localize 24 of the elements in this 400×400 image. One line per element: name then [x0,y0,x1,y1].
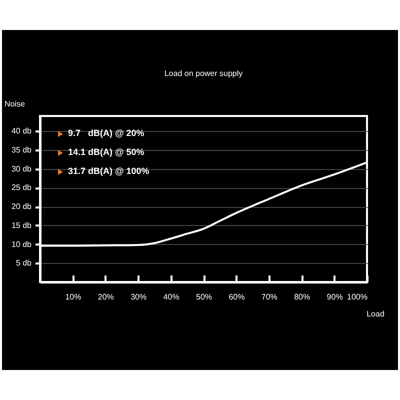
x-tick-label: 30% [130,292,147,302]
x-tick-label: 10% [65,292,82,302]
x-tick-label: 60% [228,292,245,302]
x-tick-label: 90% [326,292,343,302]
x-axis-title: Load [366,310,384,318]
annotation: 14.1 dB(A) @ 50% [68,146,144,159]
x-tick-label: 40% [163,292,180,302]
y-tick-label: 5 db [16,258,32,268]
x-tick-label: 100% [347,292,368,302]
annotation: 31.7 dB(A) @ 100% [68,165,150,178]
y-tick-label: 20 db [11,202,32,212]
x-tick-label: 70% [261,292,278,302]
y-tick-label: 30 db [11,164,32,174]
y-tick-label: 25 db [11,183,32,192]
y-tick-label: 35 db [11,145,32,154]
x-tick-label: 20% [98,292,114,302]
annotation: 9.7 dB(A) @ 20% [68,127,144,140]
y-tick-label: 15 db [11,220,32,230]
y-tick-label: 40 db [11,126,32,136]
chart-title: Load on power supply [164,69,243,78]
y-axis-title: Noise [4,100,26,108]
y-tick-label: 10 db [11,240,32,249]
x-tick-label: 50% [196,292,212,302]
x-tick-label: 80% [294,292,310,302]
